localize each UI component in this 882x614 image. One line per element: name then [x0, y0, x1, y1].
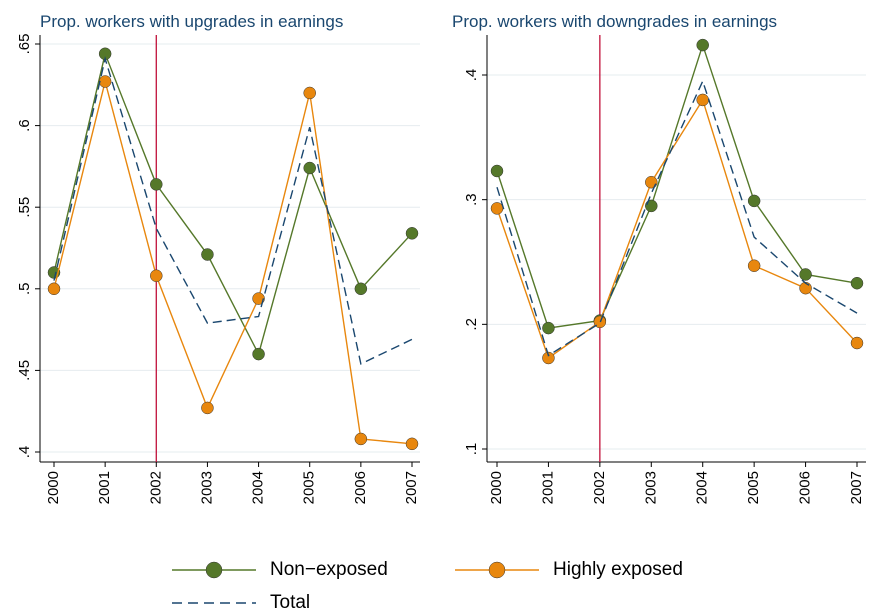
y-tick-label: .4 [463, 69, 480, 82]
x-tick-label: 2005 [301, 471, 318, 504]
legend-label: Non−exposed [270, 559, 388, 580]
x-tick-label: 2006 [352, 471, 369, 504]
x-tick-label: 2006 [797, 471, 814, 504]
y-tick-label: .45 [16, 360, 33, 381]
legend-marker [488, 561, 506, 579]
series-line [53, 51, 413, 356]
point [303, 86, 316, 100]
point [696, 93, 709, 107]
x-tick-label: 2004 [250, 471, 267, 504]
chart-title: Prop. workers with downgrades in earning… [452, 12, 777, 31]
series-line [496, 79, 858, 357]
point [47, 282, 61, 296]
point [405, 227, 419, 240]
series-line [53, 81, 413, 445]
point [542, 351, 555, 365]
legend-marker [205, 561, 223, 579]
point [645, 199, 658, 213]
point [490, 164, 504, 178]
x-tick-label: 2007 [848, 471, 865, 504]
x-tick-label: 2001 [539, 471, 556, 504]
point [303, 161, 316, 175]
x-tick-label: 2003 [642, 471, 659, 504]
x-tick-label: 2001 [96, 471, 113, 504]
point [490, 202, 504, 215]
legend-label: Total [270, 592, 310, 613]
point [252, 347, 265, 361]
point [354, 432, 368, 446]
x-tick-label: 2005 [745, 471, 762, 504]
y-tick-label: .4 [16, 446, 33, 459]
point [593, 315, 607, 329]
point [354, 282, 368, 296]
point [542, 321, 555, 335]
y-tick-label: .5 [16, 283, 33, 296]
point [747, 259, 761, 272]
x-tick-label: 2000 [45, 471, 62, 504]
y-tick-label: .55 [16, 197, 33, 218]
point [850, 276, 864, 290]
series-line [496, 42, 858, 329]
series-line [496, 98, 858, 360]
series-line [53, 55, 413, 365]
y-tick-label: .65 [16, 34, 33, 55]
y-tick-label: .6 [16, 119, 33, 132]
y-tick-label: .2 [463, 318, 480, 331]
y-tick-label: .3 [463, 193, 480, 206]
point [150, 178, 163, 191]
point [252, 292, 265, 305]
point [405, 437, 419, 451]
point [696, 38, 709, 52]
x-tick-label: 2002 [591, 471, 608, 504]
point [150, 269, 163, 282]
point [850, 336, 864, 350]
point [645, 175, 658, 189]
y-tick-label: .1 [463, 443, 480, 456]
point [799, 268, 812, 281]
x-tick-label: 2003 [198, 471, 215, 504]
point [201, 248, 214, 261]
x-tick-label: 2004 [694, 471, 711, 504]
legend-label: Highly exposed [553, 559, 683, 580]
point [747, 194, 761, 208]
x-tick-label: 2000 [488, 471, 505, 504]
point [201, 401, 214, 415]
x-tick-label: 2002 [147, 471, 164, 504]
point [98, 75, 112, 88]
x-tick-label: 2007 [403, 471, 420, 504]
chart-title: Prop. workers with upgrades in earnings [40, 12, 343, 31]
